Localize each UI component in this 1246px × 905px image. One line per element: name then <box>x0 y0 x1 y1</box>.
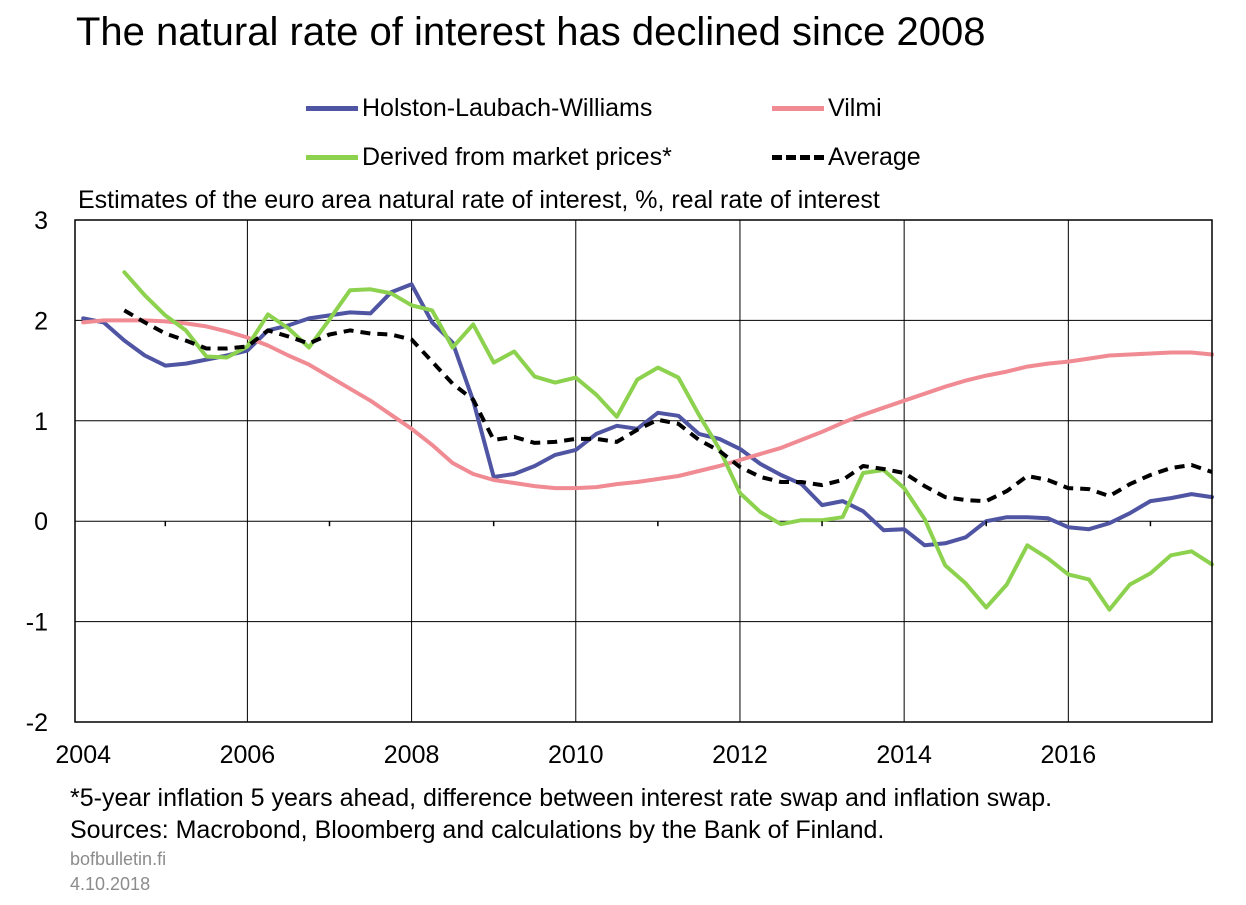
y-tick-label: 0 <box>34 508 48 536</box>
legend-swatch-vilmi <box>772 106 824 111</box>
legend-item-hlw: Holston-Laubach-Williams <box>306 94 652 123</box>
legend-swatch-hlw <box>306 106 358 111</box>
x-tick-label: 2012 <box>712 741 768 769</box>
legend-label-vilmi: Vilmi <box>828 94 882 122</box>
legend-label-hlw: Holston-Laubach-Williams <box>362 94 653 122</box>
legend-item-average: Average <box>772 143 921 172</box>
y-tick-label: -1 <box>26 609 48 637</box>
chart-subtitle: Estimates of the euro area natural rate … <box>78 186 880 214</box>
gridlines <box>75 219 1212 723</box>
legend-label-market: Derived from market prices* <box>362 143 672 171</box>
series-line-0 <box>81 282 1214 548</box>
legend-label-average: Average <box>828 143 921 171</box>
x-tick-label: 2010 <box>548 741 604 769</box>
x-tick-label: 2004 <box>55 741 111 769</box>
legend-item-vilmi: Vilmi <box>772 94 882 123</box>
x-tick-label: 2008 <box>384 741 440 769</box>
legend-item-market: Derived from market prices* <box>306 143 672 172</box>
y-tick-label: 3 <box>34 207 48 235</box>
y-tick-label: 2 <box>34 307 48 335</box>
x-tick-label: 2006 <box>220 741 276 769</box>
chart-title: The natural rate of interest has decline… <box>76 10 986 54</box>
x-tick-label: 2016 <box>1041 741 1097 769</box>
site-label: bofbulletin.fi <box>70 849 167 869</box>
x-tick-label: 2014 <box>876 741 932 769</box>
y-tick-label: -2 <box>26 709 48 737</box>
footnote: *5-year inflation 5 years ahead, differe… <box>70 784 1053 812</box>
date-label: 4.10.2018 <box>70 874 151 894</box>
series-line-1 <box>81 318 1214 491</box>
y-tick-label: 1 <box>34 408 48 436</box>
series-line-3 <box>123 308 1213 504</box>
series-layer <box>81 270 1214 612</box>
plot-frame <box>74 219 1213 723</box>
series-line-2 <box>122 270 1214 612</box>
sources-note: Sources: Macrobond, Bloomberg and calcul… <box>70 816 885 844</box>
legend-swatch-average <box>772 155 824 160</box>
legend-swatch-market <box>306 155 358 160</box>
